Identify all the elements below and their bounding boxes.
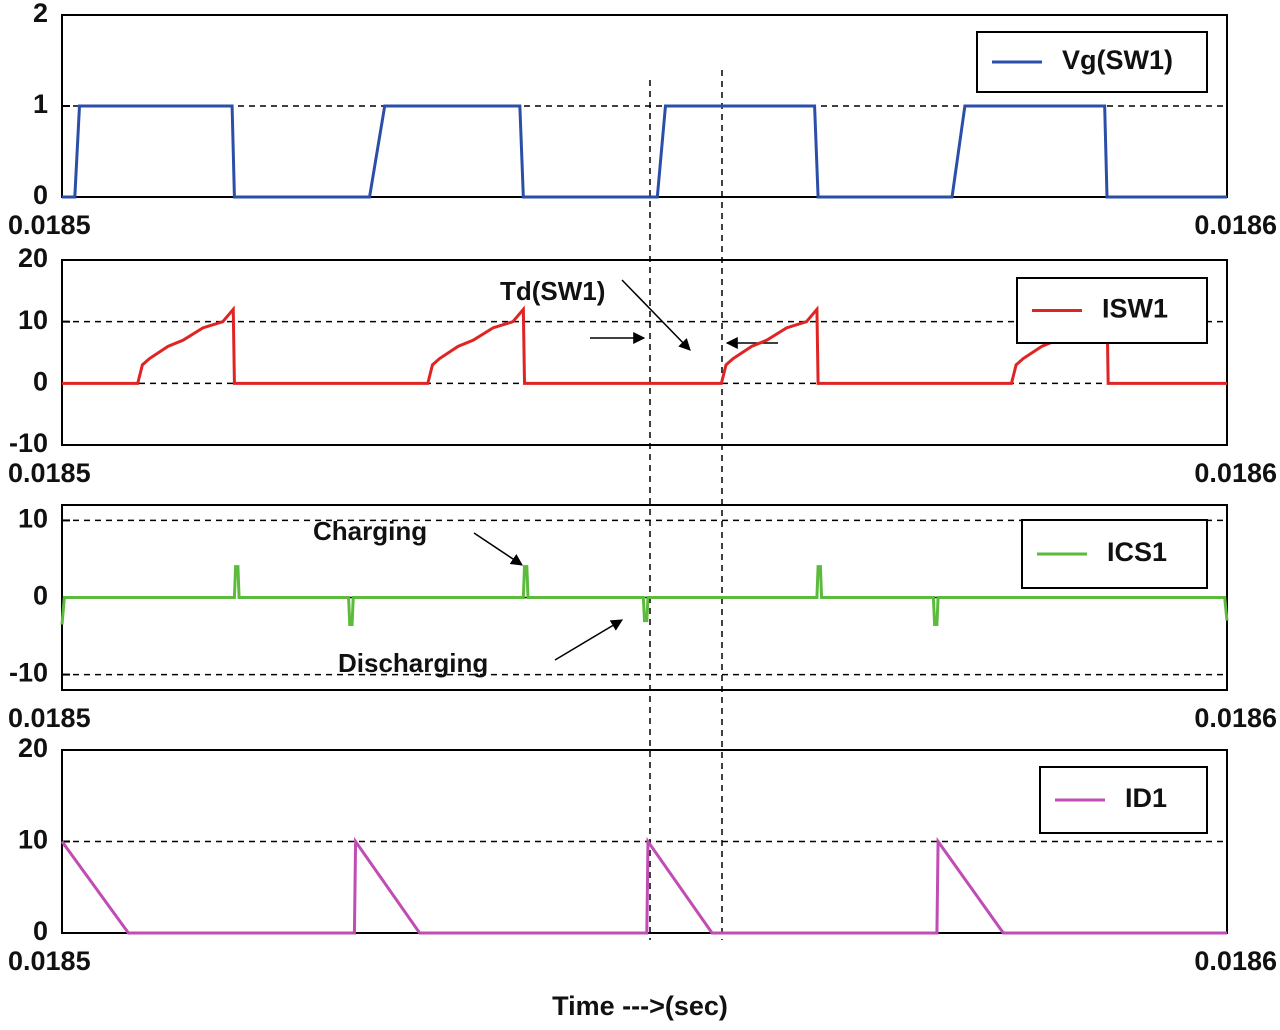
- arrow: [554, 619, 624, 661]
- x-tick-label: 0.0186: [1194, 210, 1277, 240]
- y-tick-label: 0: [33, 366, 48, 396]
- x-tick-label: 0.0186: [1194, 703, 1277, 733]
- y-tick-label: 0: [33, 180, 48, 210]
- x-tick-label: 0.0186: [1194, 458, 1277, 488]
- x-tick-label: 0.0185: [8, 458, 91, 488]
- y-tick-label: 2: [33, 0, 48, 28]
- arrow: [473, 532, 523, 566]
- series-line: [60, 565, 1229, 626]
- arrows: [473, 279, 778, 661]
- annotation: Charging: [313, 516, 427, 546]
- series-line: [62, 305, 1227, 385]
- y-tick-label: -10: [9, 658, 48, 688]
- series-line: [62, 104, 1227, 199]
- y-tick-label: 20: [18, 733, 48, 763]
- legend-label: Vg(SW1): [1062, 45, 1173, 75]
- arrow: [621, 279, 691, 351]
- y-tick-label: -10: [9, 428, 48, 458]
- legend-box: [976, 31, 1208, 93]
- y-tick-label: 0: [33, 581, 48, 611]
- legend-label: ISW1: [1102, 294, 1168, 324]
- y-tick-label: 0: [33, 916, 48, 946]
- annotation: Td(SW1): [500, 276, 605, 306]
- x-tick-label: 0.0185: [8, 210, 91, 240]
- plot-frame: [61, 259, 1228, 446]
- y-tick-label: 10: [18, 504, 48, 534]
- y-tick-label: 10: [18, 305, 48, 335]
- annotation: Discharging: [338, 648, 488, 678]
- x-axis-label: Time --->(sec): [552, 991, 728, 1021]
- legend-label: ICS1: [1107, 537, 1167, 567]
- x-tick-label: 0.0186: [1194, 946, 1277, 976]
- x-tick-label: 0.0185: [8, 946, 91, 976]
- series-line: [60, 836, 1227, 935]
- y-tick-label: 20: [18, 243, 48, 273]
- y-tick-label: 1: [33, 89, 48, 119]
- y-tick-label: 10: [18, 825, 48, 855]
- x-tick-label: 0.0185: [8, 703, 91, 733]
- legend-label: ID1: [1125, 783, 1167, 813]
